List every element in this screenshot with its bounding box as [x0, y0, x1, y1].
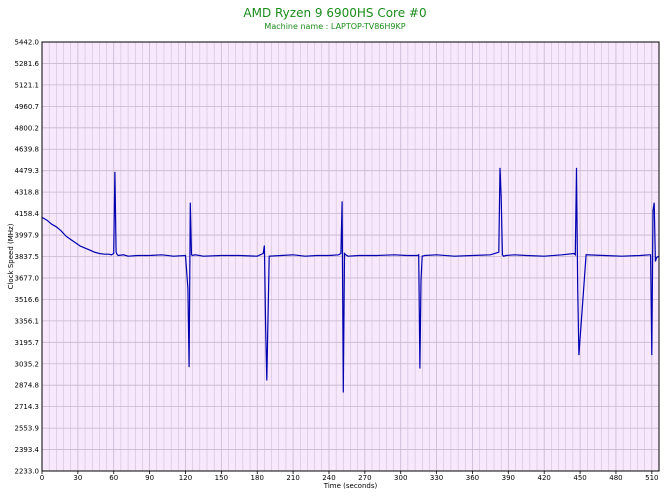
- y-tick-label: 3516.6: [15, 296, 40, 304]
- x-tick-label: 510: [645, 474, 658, 482]
- x-tick-label: 60: [109, 474, 118, 482]
- y-tick-label: 4639.8: [15, 146, 40, 154]
- x-tick-label: 450: [573, 474, 586, 482]
- x-tick-label: 150: [215, 474, 228, 482]
- y-tick-label: 3035.2: [15, 360, 40, 368]
- y-tick-label: 5281.6: [15, 60, 40, 68]
- x-tick-label: 300: [394, 474, 407, 482]
- clock-speed-series-line: [41, 167, 660, 393]
- plot-border: [41, 41, 660, 472]
- y-tick-label: 3997.9: [15, 232, 40, 240]
- y-tick-label: 5442.0: [15, 39, 40, 47]
- y-tick-label: 2233.0: [15, 468, 40, 476]
- y-tick-label: 3356.1: [15, 317, 40, 325]
- y-axis-label: Clock Speed (MHz): [7, 223, 15, 289]
- y-tick-label: 2393.4: [15, 446, 40, 454]
- y-tick-label: 2874.8: [15, 382, 40, 390]
- y-tick-label: 2553.9: [15, 425, 40, 433]
- x-tick-label: 90: [145, 474, 154, 482]
- x-tick-label: 180: [251, 474, 264, 482]
- y-tick-label: 5121.1: [15, 81, 40, 89]
- x-tick-label: 0: [40, 474, 44, 482]
- x-tick-label: 360: [466, 474, 479, 482]
- chart-title: AMD Ryzen 9 6900HS Core #0: [243, 6, 427, 20]
- x-tick-label: 120: [179, 474, 192, 482]
- y-tick-label: 4960.7: [15, 103, 40, 111]
- y-tick-label: 4318.8: [15, 189, 40, 197]
- y-tick-label: 4479.3: [15, 167, 40, 175]
- y-tick-label: 4158.4: [15, 210, 40, 218]
- x-axis-label: Time (seconds): [323, 482, 378, 490]
- x-tick-label: 420: [538, 474, 551, 482]
- x-tick-label: 210: [286, 474, 299, 482]
- x-tick-label: 240: [322, 474, 335, 482]
- x-tick-label: 330: [430, 474, 443, 482]
- y-tick-label: 3837.5: [15, 253, 40, 261]
- x-tick-label: 480: [609, 474, 622, 482]
- x-tick-label: 30: [73, 474, 82, 482]
- y-tick-label: 2714.3: [15, 403, 40, 411]
- x-tick-label: 390: [502, 474, 515, 482]
- y-tick-label: 4800.2: [15, 124, 40, 132]
- x-tick-label: 270: [358, 474, 371, 482]
- y-tick-label: 3677.0: [15, 274, 40, 282]
- chart-subtitle: Machine name : LAPTOP-TV86H9KP: [264, 22, 406, 31]
- y-tick-label: 3195.7: [15, 339, 40, 347]
